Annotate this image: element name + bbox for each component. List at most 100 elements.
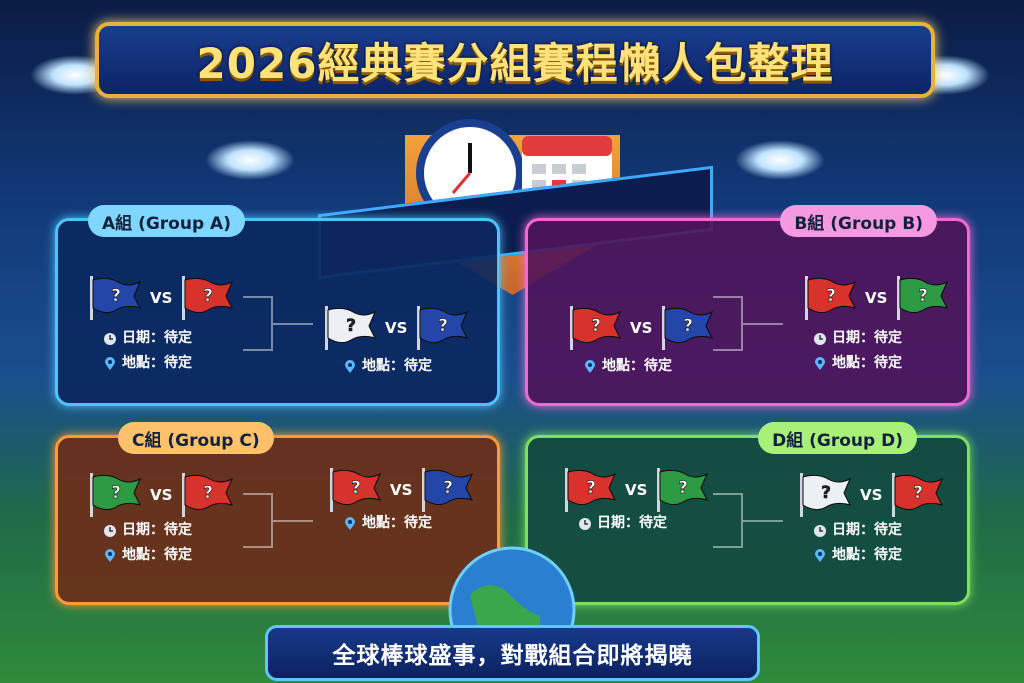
- match-info: 地點：待定: [343, 511, 432, 536]
- pin-icon: [105, 356, 115, 370]
- page-title: 2026經典賽分組賽程懶人包整理: [196, 38, 834, 88]
- vs-label: VS: [150, 486, 173, 504]
- flag-mark: ?: [918, 286, 928, 306]
- info-text: 地點：待定: [362, 515, 432, 531]
- bracket-line: [743, 520, 783, 522]
- stadium-light: [735, 140, 825, 180]
- matchup: ? VS?: [798, 473, 944, 517]
- vs-label: VS: [860, 486, 883, 504]
- info-text: 日期：待定: [832, 330, 902, 346]
- flag-mark: ?: [443, 478, 453, 498]
- flag-icon: ?: [330, 468, 381, 512]
- flag-icon: ?: [90, 276, 141, 320]
- info-line: 地點：待定: [583, 354, 672, 379]
- info-line: 日期：待定: [813, 326, 902, 351]
- flag-icon: ?: [182, 473, 234, 517]
- info-line: 地點：待定: [813, 351, 902, 376]
- match-info: 地點：待定: [343, 354, 432, 379]
- group-panel-d: D組 (Group D)? VS? 日期：待定? VS? 日期：待定 地點：待定: [525, 422, 970, 605]
- bracket-line: [743, 323, 783, 325]
- clock-icon: [814, 332, 826, 345]
- flag-mark: ?: [591, 316, 601, 336]
- group-panel-b: B組 (Group B)? VS? 地點：待定? VS? 日期：待定 地點：待定: [525, 205, 970, 406]
- flag-icon: ?: [182, 276, 234, 320]
- vs-label: VS: [390, 481, 413, 499]
- info-text: 地點：待定: [122, 355, 192, 371]
- footer-text: 全球棒球盛事，對戰組合即將揭曉: [332, 643, 693, 669]
- group-label: A組 (Group A): [88, 205, 245, 237]
- pin-icon: [105, 548, 115, 562]
- flag-icon: ?: [570, 306, 621, 350]
- flag-mark: ?: [678, 478, 688, 498]
- info-text: 日期：待定: [122, 330, 192, 346]
- flag-mark: ?: [203, 286, 213, 306]
- bracket-line: [713, 493, 743, 548]
- flag-icon: ?: [805, 276, 856, 320]
- vs-label: VS: [865, 289, 888, 307]
- info-line: 日期：待定: [103, 518, 192, 543]
- matchup: ? VS?: [563, 468, 709, 512]
- bracket-line: [713, 296, 743, 351]
- match-info: 日期：待定: [578, 511, 667, 536]
- bracket-line: [243, 493, 273, 548]
- matchup: ? VS?: [323, 306, 469, 350]
- vs-label: VS: [625, 481, 648, 499]
- info-line: 日期：待定: [103, 326, 192, 351]
- flag-icon: ?: [417, 306, 469, 350]
- matchup: ? VS?: [88, 276, 234, 320]
- group-label: D組 (Group D): [758, 422, 917, 454]
- info-text: 日期：待定: [832, 522, 902, 538]
- flag-mark: ?: [111, 483, 121, 503]
- title-banner: 2026經典賽分組賽程懶人包整理: [95, 22, 935, 98]
- info-text: 地點：待定: [832, 547, 902, 563]
- vs-label: VS: [385, 319, 408, 337]
- flag-mark: ?: [111, 286, 121, 306]
- bracket-line: [243, 296, 273, 351]
- flag-icon: ?: [565, 468, 616, 512]
- group-panel-a: A組 (Group A)? VS? 日期：待定 地點：待定? VS? 地點：待定: [55, 205, 500, 406]
- clock-icon: [104, 524, 116, 537]
- matchup: ? VS?: [568, 306, 714, 350]
- match-info: 日期：待定地點：待定: [813, 518, 902, 568]
- info-line: 地點：待定: [343, 354, 432, 379]
- info-line: 地點：待定: [103, 543, 192, 568]
- info-line: 日期：待定: [578, 511, 667, 536]
- flag-mark: ?: [346, 316, 356, 336]
- info-line: 日期：待定: [813, 518, 902, 543]
- matchup: ? VS?: [88, 473, 234, 517]
- clock-icon: [104, 332, 116, 345]
- match-info: 日期：待定地點：待定: [103, 518, 192, 568]
- info-text: 地點：待定: [602, 358, 672, 374]
- pin-icon: [815, 356, 825, 370]
- flag-icon: ?: [800, 473, 851, 517]
- info-line: 地點：待定: [813, 543, 902, 568]
- vs-label: VS: [150, 289, 173, 307]
- match-info: 日期：待定地點：待定: [813, 326, 902, 376]
- flag-mark: ?: [913, 483, 923, 503]
- group-panel-c: C組 (Group C)? VS? 日期：待定 地點：待定? VS? 地點：待定: [55, 422, 500, 605]
- group-label: C組 (Group C): [118, 422, 274, 454]
- flag-mark: ?: [826, 286, 836, 306]
- globe-icon: [448, 546, 576, 635]
- match-info: 日期：待定地點：待定: [103, 326, 192, 376]
- flag-mark: ?: [351, 478, 361, 498]
- flag-mark: ?: [203, 483, 213, 503]
- pin-icon: [345, 359, 355, 373]
- flag-icon: ?: [422, 468, 474, 512]
- group-label: B組 (Group B): [780, 205, 937, 237]
- info-line: 地點：待定: [343, 511, 432, 536]
- info-text: 日期：待定: [122, 522, 192, 538]
- pin-icon: [345, 516, 355, 530]
- flag-mark: ?: [821, 483, 831, 503]
- info-line: 地點：待定: [103, 351, 192, 376]
- flag-icon: ?: [662, 306, 714, 350]
- footer-banner: 全球棒球盛事，對戰組合即將揭曉: [265, 625, 760, 681]
- pin-icon: [585, 359, 595, 373]
- match-info: 地點：待定: [583, 354, 672, 379]
- clock-icon: [814, 524, 826, 537]
- flag-icon: ?: [90, 473, 141, 517]
- stadium-light: [205, 140, 295, 180]
- flag-icon: ?: [892, 473, 944, 517]
- vs-label: VS: [630, 319, 653, 337]
- info-text: 日期：待定: [597, 515, 667, 531]
